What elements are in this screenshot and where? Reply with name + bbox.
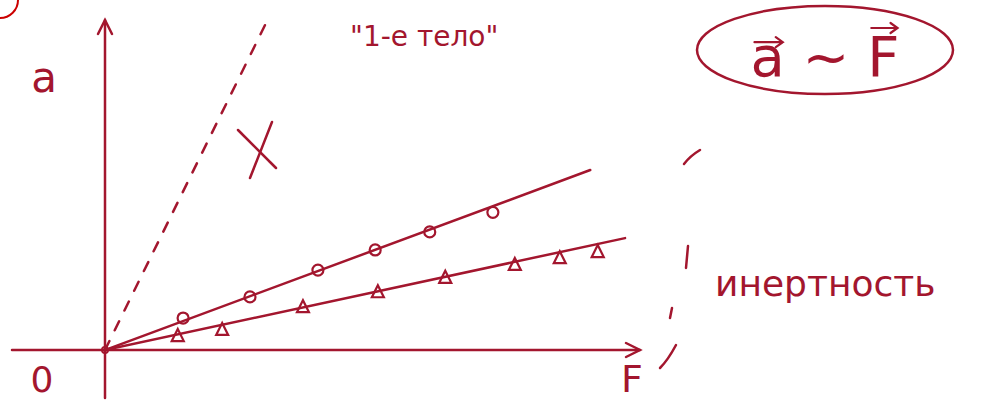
triangle-point — [592, 245, 604, 257]
chart: a F 0 "1-е тело" a ~ F инертность — [0, 0, 1007, 404]
plot-area — [105, 25, 625, 350]
vector-arrow — [754, 37, 782, 47]
cross-stroke — [250, 122, 272, 178]
corner-mark — [0, 0, 18, 18]
y-axis-arrow — [98, 20, 112, 34]
bracket-stroke — [670, 308, 672, 318]
annotation: инертность — [715, 263, 935, 304]
origin-label: 0 — [31, 359, 54, 400]
bracket-stroke — [660, 345, 676, 368]
dashed-line — [105, 25, 265, 350]
bracket-stroke — [684, 150, 700, 164]
x-axis-arrow — [626, 343, 640, 357]
y-axis-label: a — [31, 53, 57, 102]
fit-line — [105, 238, 625, 350]
bracket-stroke — [686, 246, 688, 268]
spacer — [634, 352, 640, 380]
vector-arrow — [871, 23, 897, 33]
formula-ellipse — [697, 6, 953, 94]
annotation: "1-е тело" — [350, 20, 498, 53]
y-axis — [104, 20, 107, 398]
formula: a ~ F — [750, 24, 899, 89]
x-axis-label: F — [621, 357, 643, 401]
